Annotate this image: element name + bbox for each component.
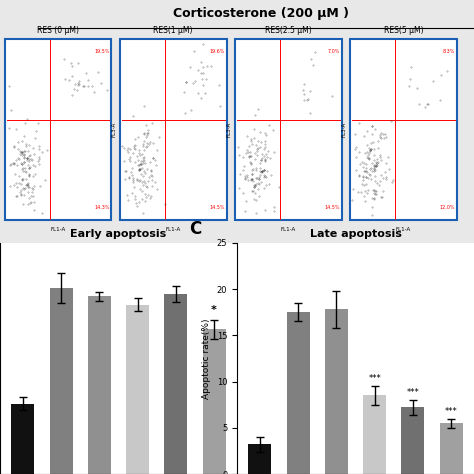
Bar bbox=[126, 305, 149, 474]
Text: RES (0 μM): RES (0 μM) bbox=[37, 26, 79, 35]
Text: C: C bbox=[190, 219, 202, 237]
Y-axis label: Apoptotic rate(%): Apoptotic rate(%) bbox=[202, 318, 211, 399]
Text: 19.5%: 19.5% bbox=[94, 48, 109, 54]
Text: FL1-A: FL1-A bbox=[50, 227, 66, 232]
Text: 12.0%: 12.0% bbox=[439, 205, 455, 210]
Text: 8.3%: 8.3% bbox=[443, 48, 455, 54]
Text: ***: *** bbox=[407, 388, 419, 397]
Text: *: * bbox=[211, 305, 217, 316]
Bar bbox=[350, 39, 457, 219]
Text: RES(2.5 μM): RES(2.5 μM) bbox=[265, 26, 312, 35]
Text: 14.5%: 14.5% bbox=[324, 205, 340, 210]
Text: 14.5%: 14.5% bbox=[209, 205, 225, 210]
Text: 19.6%: 19.6% bbox=[210, 48, 225, 54]
Title: Early apoptosis: Early apoptosis bbox=[70, 229, 167, 239]
Bar bbox=[164, 294, 187, 474]
Bar bbox=[5, 39, 111, 219]
Bar bbox=[363, 395, 386, 474]
Text: RES(1 μM): RES(1 μM) bbox=[154, 26, 193, 35]
Text: 7.0%: 7.0% bbox=[328, 48, 340, 54]
Text: ***: *** bbox=[445, 407, 457, 416]
Bar bbox=[235, 39, 342, 219]
Bar bbox=[202, 329, 226, 474]
Bar bbox=[325, 310, 348, 474]
Text: FL3-A: FL3-A bbox=[111, 122, 116, 137]
Bar bbox=[88, 296, 111, 474]
Text: 14.3%: 14.3% bbox=[94, 205, 109, 210]
Text: FL1-A: FL1-A bbox=[165, 227, 181, 232]
Bar bbox=[50, 288, 73, 474]
Bar bbox=[120, 39, 227, 219]
Bar bbox=[248, 445, 272, 474]
Text: FL3-A: FL3-A bbox=[0, 122, 1, 137]
Text: FL3-A: FL3-A bbox=[226, 122, 231, 137]
Text: FL1-A: FL1-A bbox=[396, 227, 411, 232]
Text: FL3-A: FL3-A bbox=[341, 122, 346, 137]
Text: Corticosterone (200 μM ): Corticosterone (200 μM ) bbox=[173, 7, 349, 20]
Text: FL1-A: FL1-A bbox=[281, 227, 296, 232]
Bar bbox=[439, 423, 463, 474]
Bar bbox=[11, 404, 35, 474]
Bar bbox=[287, 312, 310, 474]
Text: RES(5 μM): RES(5 μM) bbox=[384, 26, 423, 35]
Text: ***: *** bbox=[368, 374, 381, 383]
Bar bbox=[401, 408, 424, 474]
Title: Late apoptosis: Late apoptosis bbox=[310, 229, 401, 239]
